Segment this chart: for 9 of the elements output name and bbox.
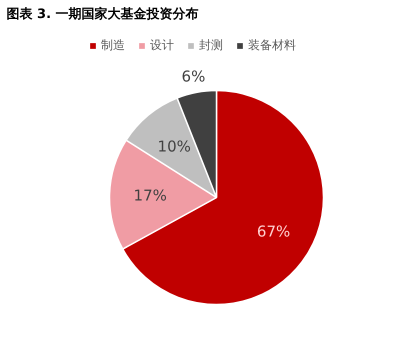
data-label: 67% [256,222,290,240]
legend-label: 设计 [150,37,174,54]
data-label: 17% [134,186,167,204]
legend-label: 封测 [199,37,223,54]
data-label: 10% [158,137,191,156]
chart-title: 图表 3. 一期国家大基金投资分布 [6,6,199,22]
data-label: 6% [182,68,206,86]
legend-label: 装备材料 [248,37,296,54]
legend-label: 制造 [101,37,125,54]
